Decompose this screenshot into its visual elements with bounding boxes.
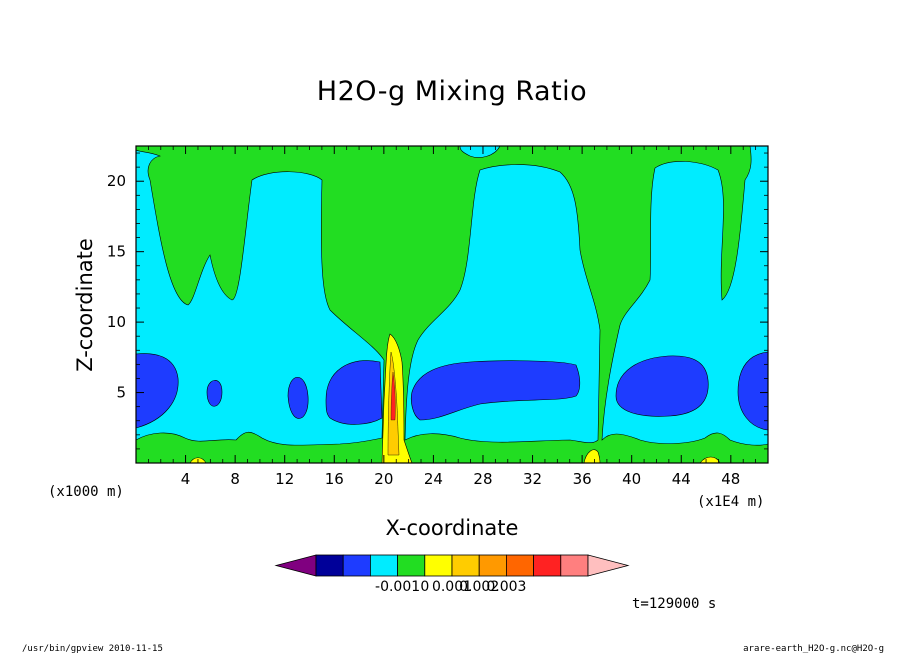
colorbar-overflow-triangle [587, 554, 630, 577]
colorbar-swatch [533, 554, 562, 577]
blue-region-center [410, 360, 581, 421]
x-unit-label: (x1000 m) [48, 484, 124, 500]
x-tick-label: 16 [325, 470, 344, 488]
x-tick-label: 44 [672, 470, 691, 488]
plot-frame [135, 145, 769, 464]
colorbar-swatch [424, 554, 453, 577]
blue-region-center-left [325, 360, 383, 425]
colorbar-swatch [505, 554, 534, 577]
y-tick-label: 5 [116, 384, 126, 402]
colorbar-underflow-triangle [274, 554, 317, 577]
footer-left: /usr/bin/gpview 2010-11-15 [22, 644, 163, 654]
x-axis-ticks: 4 8 12 16 20 24 28 32 36 40 44 48 [147, 146, 757, 488]
x-tick-label: 8 [230, 470, 240, 488]
time-label: t=129000 s [632, 596, 716, 612]
blue-region-right [615, 355, 709, 417]
x-tick-label: 12 [275, 470, 294, 488]
contour-field [136, 146, 768, 463]
y-tick-label: 15 [107, 243, 126, 261]
colorbar-swatch [478, 554, 507, 577]
colorbar-tick-label: 0 [420, 579, 429, 595]
x-tick-label: 32 [523, 470, 542, 488]
x-exponent-label: (x1E4 m) [697, 494, 764, 510]
colorbar-swatch [560, 554, 589, 577]
blue-region-far-right [737, 351, 768, 431]
x-tick-label: 20 [374, 470, 393, 488]
red-column-core [390, 371, 396, 421]
colorbar-tick-label: 0.003 [486, 579, 526, 595]
y-tick-label: 20 [107, 172, 126, 190]
colorbar-swatch [342, 554, 371, 577]
chart-title: H2O-g Mixing Ratio [316, 76, 588, 107]
x-tick-label: 40 [622, 470, 641, 488]
blue-patch-2 [287, 377, 309, 419]
colorbar [274, 554, 630, 577]
x-tick-label: 36 [573, 470, 592, 488]
colorbar-tick-label: -0.001 [375, 579, 420, 595]
y-axis-title: Z-coordinate [73, 238, 97, 372]
yellow-ground-patch [583, 449, 601, 463]
colorbar-swatch [369, 554, 398, 577]
colorbar-swatch [451, 554, 480, 577]
blue-patch-1 [206, 380, 223, 407]
cyan-region-left [136, 146, 385, 446]
colorbar-tick-label: 0.002 [459, 579, 499, 595]
x-axis-title: X-coordinate [386, 516, 519, 540]
colorbar-tick-label: 0.001 [432, 579, 472, 595]
y-tick-label: 10 [107, 313, 126, 331]
x-tick-label: 4 [181, 470, 191, 488]
footer-right: arare-earth_H2O-g.nc@H2O-g [743, 644, 884, 654]
colorbar-swatch [397, 554, 426, 577]
x-tick-label: 48 [721, 470, 740, 488]
x-tick-label: 28 [473, 470, 492, 488]
x-tick-label: 24 [424, 470, 443, 488]
colorbar-swatch [315, 554, 344, 577]
cyan-patch-top-middle [459, 146, 501, 158]
blue-region-left [136, 353, 179, 429]
y-axis-ticks: 5 10 15 20 [107, 152, 768, 450]
